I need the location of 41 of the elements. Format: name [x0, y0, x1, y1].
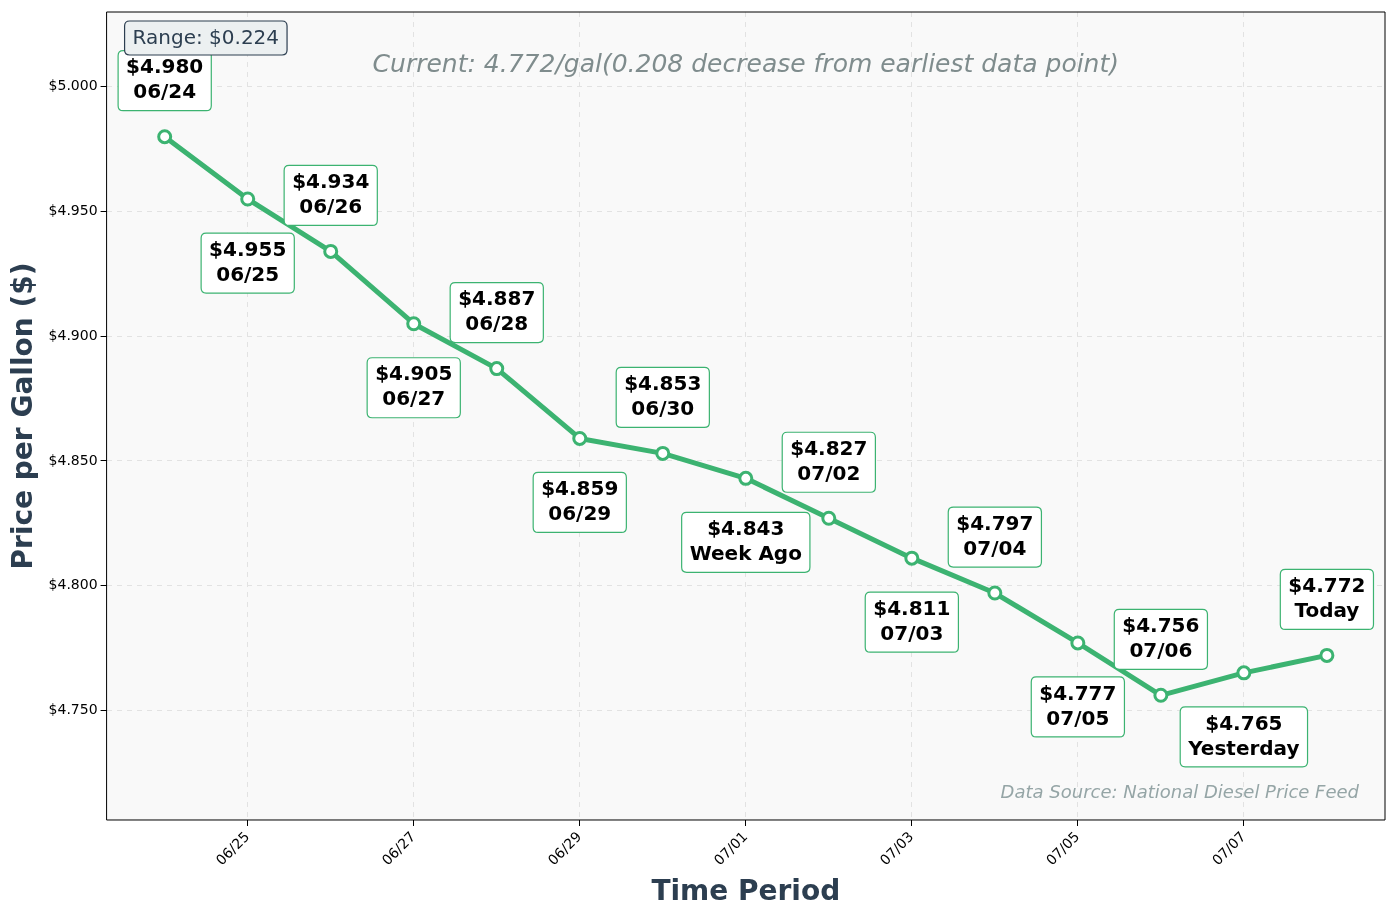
point [406, 316, 422, 332]
data-label: $4.905 06/27 [375, 361, 453, 411]
annotation: Current: 4.772/gal(0.208 decrease from earliest data point) [372, 48, 1120, 78]
y-axis-title: Price per Gallon ($) [6, 262, 40, 570]
data-label: $4.772 Today [1288, 573, 1366, 623]
data-label: $4.980 06/24 [126, 54, 204, 104]
point [987, 585, 1003, 601]
y-tick-label: $4.900 [48, 326, 98, 343]
data-label: $4.765 Yesterday [1187, 710, 1300, 760]
data-label: $4.934 06/26 [292, 169, 370, 219]
point [240, 191, 256, 207]
data-label: $4.955 06/25 [209, 236, 287, 286]
data-label: $4.887 06/28 [458, 286, 536, 336]
point [655, 445, 671, 461]
point [323, 243, 339, 259]
y-tick-label: $4.850 [48, 451, 98, 468]
point [572, 430, 588, 446]
data-label: $4.853 06/30 [624, 371, 702, 421]
data-label: $4.777 07/05 [1039, 680, 1117, 730]
data-label: $4.797 07/04 [956, 510, 1034, 560]
x-axis-title: Time Period [651, 874, 841, 908]
point [904, 550, 920, 566]
point [1153, 687, 1169, 703]
point [1236, 665, 1252, 681]
annotation: Range: $0.224 [132, 25, 280, 50]
point [157, 129, 173, 145]
data-label: $4.843 Week Ago [689, 516, 802, 566]
data-label: $4.859 06/29 [541, 476, 619, 526]
point [738, 470, 754, 486]
y-tick-label: $4.950 [48, 202, 98, 219]
data-label: $4.827 07/02 [790, 435, 868, 485]
annotation: Data Source: National Diesel Price Feed [1000, 780, 1360, 802]
point [821, 510, 837, 526]
point [1070, 635, 1086, 651]
data-label: $4.811 07/03 [873, 595, 951, 645]
data-label: $4.756 07/06 [1122, 613, 1200, 662]
point [489, 361, 505, 377]
y-tick-label: $4.800 [48, 576, 98, 593]
y-tick-label: $5.000 [48, 77, 98, 94]
point [1319, 647, 1335, 663]
y-tick-label: $4.750 [48, 700, 98, 717]
